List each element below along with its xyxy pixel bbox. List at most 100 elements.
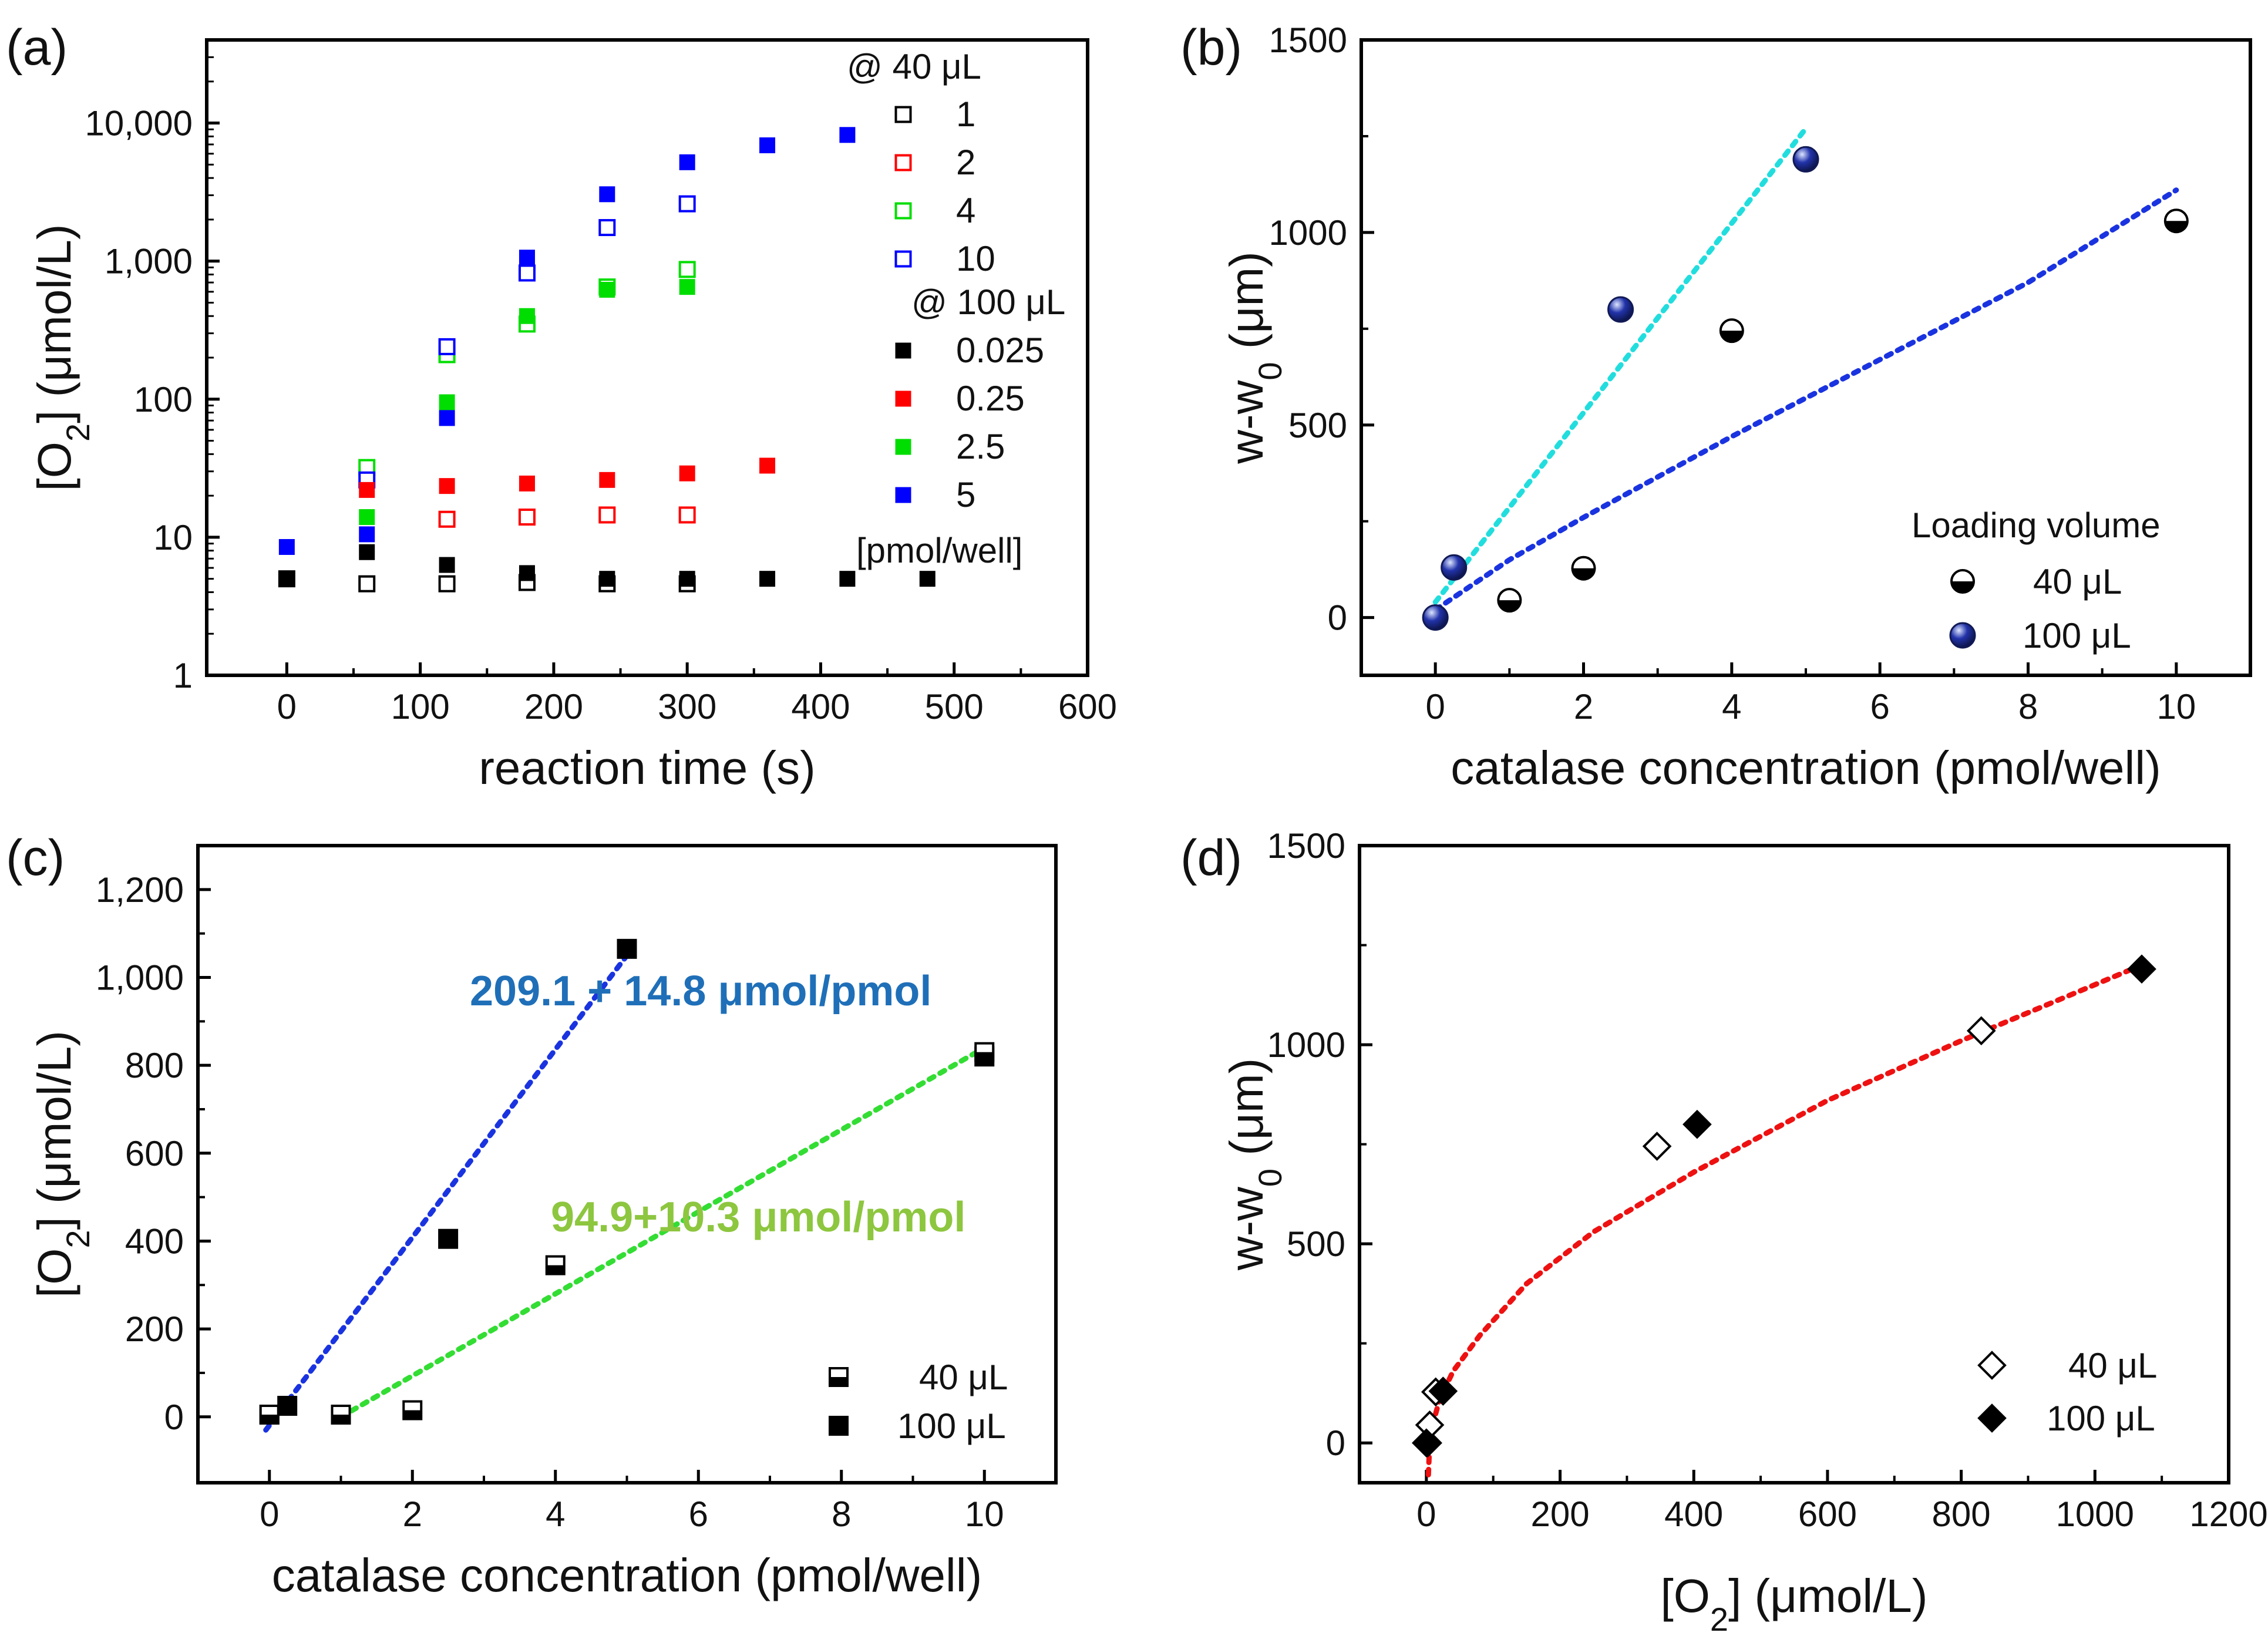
point-b-100-body [1441, 554, 1468, 581]
point-a-10 [678, 195, 696, 213]
point-c-40-fill [975, 1052, 994, 1061]
x-tick-label: 0 [260, 1494, 279, 1534]
point-b-40-fill [1498, 600, 1521, 612]
point-a-0.25 [359, 482, 375, 498]
point-a-10 [598, 219, 616, 237]
point-c-40-fill [403, 1410, 422, 1419]
fit-line-100 [1432, 126, 1809, 605]
legend-label: 2.5 [956, 427, 1005, 466]
point-b-100-body [1792, 146, 1819, 173]
legend-marker [894, 154, 912, 171]
point-b-100-body [1607, 296, 1634, 323]
y-axis-title: [O2] (μmol/L) [28, 1031, 96, 1298]
x-tick-label: 600 [1798, 1494, 1857, 1534]
x-tick-label: 100 [391, 687, 450, 726]
point-b-40-fill [1720, 331, 1743, 342]
legend-marker [894, 106, 912, 123]
x-axis-title: catalase concentration (pmol/well) [1451, 742, 2161, 794]
point-a-2 [678, 506, 696, 524]
point-b-100 [1792, 146, 1819, 173]
y-tick-label: 1500 [1269, 21, 1347, 60]
point-a-0.25 [679, 465, 695, 482]
point-d-40 [1966, 1016, 1996, 1046]
point-a-2.5 [439, 394, 455, 410]
point-a-5 [519, 250, 535, 266]
y-axis-title-part-rest: (μm) [1220, 1058, 1273, 1169]
y-tick-label: 0 [1326, 1423, 1345, 1463]
point-b-100 [1422, 604, 1449, 631]
fit-curve [1425, 962, 2145, 1477]
y-axis-title-part-main: [O [28, 442, 80, 491]
y-axis-title-part-rest: ] (μmol/L) [28, 1031, 80, 1230]
legend-marker [894, 202, 912, 220]
point-a-0.25 [759, 457, 776, 474]
y-axis-title-part-main: w-w [1220, 380, 1273, 464]
x-tick-label: 10 [2156, 687, 2196, 726]
point-a-5 [359, 526, 375, 543]
x-tick-label: 1200 [2189, 1494, 2267, 1534]
y-tick-label: 0 [164, 1398, 184, 1437]
point-d-40 [1642, 1132, 1672, 1161]
point-a-2.5 [679, 279, 695, 295]
point-a-0.025 [359, 544, 375, 560]
x-tick-label: 0 [1425, 687, 1445, 726]
legend-label: 100 μL [897, 1406, 1006, 1446]
panel-c: 0 2 4 6 8 10 0 200 400 600 800 1,000 1,200 (c) catalas… [6, 830, 1058, 1601]
point-a-5 [759, 137, 776, 153]
x-tick-label: 4 [546, 1494, 565, 1534]
panel-d: 0 200 400 600 800 1000 1200 0 500 1000 1500 (d) [O2]… [1180, 826, 2268, 1636]
point-d-100 [1412, 1428, 1441, 1458]
point-a-0.025 [439, 557, 455, 573]
point-a-0.25 [599, 472, 615, 488]
y-tick-label: 0 [1328, 598, 1347, 638]
y-axis-title-part-rest: (μm) [1220, 251, 1273, 362]
point-a-0.025 [519, 565, 535, 581]
y-axis-title: [O2] (μmol/L) [28, 224, 96, 491]
y-tick-label: 600 [125, 1134, 184, 1173]
point-d-100 [2127, 954, 2156, 984]
x-tick-label: 0 [1416, 1494, 1436, 1534]
point-a-2.5 [359, 509, 375, 526]
point-a-0.025 [839, 571, 856, 587]
x-tick-label: 2 [403, 1494, 422, 1534]
x-tick-label: 800 [1932, 1494, 1991, 1534]
y-tick-label: 10 [153, 518, 193, 557]
point-a-2.5 [599, 281, 615, 298]
point-b-40 [2163, 208, 2189, 234]
plot-frame [205, 38, 1089, 677]
x-tick-label: 10 [965, 1494, 1004, 1534]
point-a-5 [839, 127, 856, 143]
x-tick-label: 4 [1722, 687, 1741, 726]
point-d-100 [1428, 1376, 1458, 1406]
legend-marker [894, 250, 912, 268]
legend-footer: [pmol/well] [856, 531, 1022, 570]
point-c-100 [438, 1228, 459, 1249]
point-a-0.025 [759, 571, 776, 587]
point-a-5 [679, 154, 695, 170]
legend-label: 4 [956, 191, 975, 230]
fit-label-100: 209.1 + 14.8 μmol/pmol [470, 968, 931, 1015]
point-a-5 [278, 538, 295, 555]
point-a-1 [438, 575, 456, 593]
point-c-40-fill [332, 1415, 350, 1424]
y-axis-title-part-main: w-w [1220, 1187, 1273, 1271]
legend-label: 10 [956, 239, 995, 278]
point-a-2 [438, 510, 456, 528]
panel-label: (a) [6, 19, 68, 76]
point-b-40-fill [1572, 568, 1595, 580]
legend-label: 40 μL [2068, 1346, 2157, 1385]
panel-label: (b) [1180, 19, 1242, 76]
plot-frame [1358, 844, 2230, 1484]
point-a-4 [678, 261, 696, 278]
legend-marker [895, 342, 911, 359]
fit-line-100 [263, 952, 630, 1433]
y-axis-title: w-w0 (μm) [1220, 1058, 1288, 1271]
x-tick-label: 6 [689, 1494, 708, 1534]
y-tick-label: 10,000 [85, 104, 193, 143]
point-c-40-fill [260, 1415, 278, 1424]
panel-label: (c) [6, 830, 65, 886]
point-c-40 [974, 1042, 995, 1062]
x-tick-label: 8 [832, 1494, 851, 1534]
point-a-0.025 [679, 571, 695, 587]
